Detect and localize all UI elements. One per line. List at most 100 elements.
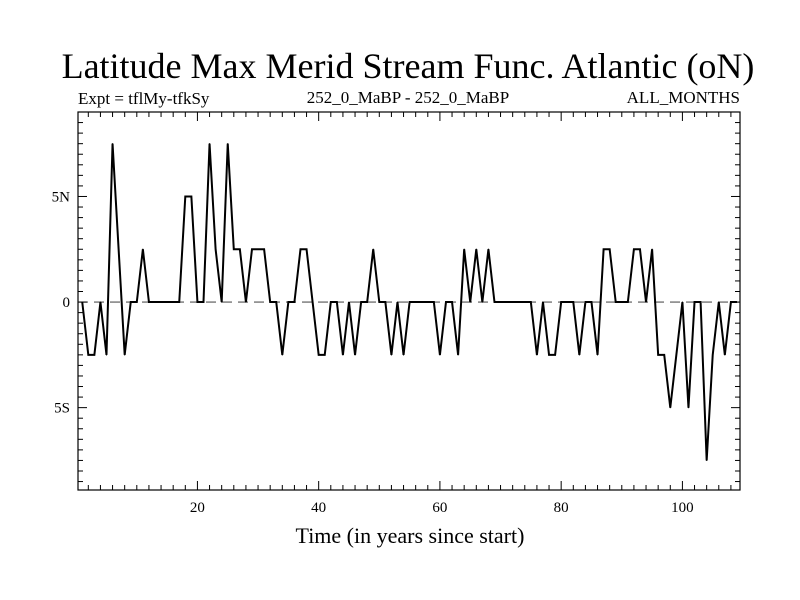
data-point xyxy=(354,354,356,356)
data-point xyxy=(372,248,374,250)
data-point xyxy=(124,354,126,356)
data-point xyxy=(451,301,453,303)
data-point xyxy=(590,301,593,303)
data-point xyxy=(615,301,617,303)
data-point xyxy=(433,301,435,303)
data-point xyxy=(681,301,684,303)
chart-title: Latitude Max Merid Stream Func. Atlantic… xyxy=(62,46,755,86)
data-point xyxy=(118,248,120,250)
data-point xyxy=(609,248,611,250)
x-tick-label: 60 xyxy=(432,500,447,516)
data-point xyxy=(305,248,308,250)
data-point xyxy=(639,248,641,250)
data-point xyxy=(221,301,223,303)
data-point xyxy=(81,301,83,303)
data-point xyxy=(663,354,665,356)
data-point xyxy=(275,301,277,303)
data-point xyxy=(487,248,490,250)
data-point xyxy=(281,354,283,356)
data-point xyxy=(415,301,417,303)
data-point xyxy=(621,301,623,303)
x-tick-label: 20 xyxy=(190,500,205,516)
data-point xyxy=(409,301,411,303)
data-point xyxy=(699,301,702,303)
data-point xyxy=(548,354,550,356)
data-point xyxy=(184,195,186,198)
data-point xyxy=(239,248,241,250)
data-point xyxy=(421,301,423,303)
data-point xyxy=(111,143,114,145)
data-point xyxy=(105,354,108,356)
data-point xyxy=(457,354,459,356)
data-point xyxy=(542,301,544,303)
data-point xyxy=(578,354,580,356)
data-point xyxy=(730,301,732,303)
x-axis-label: Time (in years since start) xyxy=(296,523,525,548)
data-point xyxy=(154,301,156,303)
subtitle-center: 252_0_MaBP - 252_0_MaBP xyxy=(307,88,509,107)
data-point xyxy=(475,248,477,250)
data-point xyxy=(233,248,235,250)
data-point xyxy=(439,354,441,356)
data-point xyxy=(402,354,405,356)
data-point xyxy=(312,301,314,303)
data-point xyxy=(693,301,696,303)
data-point xyxy=(202,301,205,303)
data-point xyxy=(554,354,556,356)
data-point xyxy=(330,301,332,303)
data-point xyxy=(251,248,253,250)
data-point xyxy=(93,354,95,356)
data-point xyxy=(148,301,150,303)
x-tick-label: 100 xyxy=(671,500,694,516)
data-point xyxy=(227,143,229,145)
data-point xyxy=(378,301,380,303)
data-point xyxy=(142,248,144,250)
data-point xyxy=(130,301,132,303)
data-point xyxy=(536,354,538,356)
data-point xyxy=(675,354,677,356)
data-point xyxy=(651,248,653,250)
data-point xyxy=(172,301,174,303)
data-point xyxy=(572,301,574,303)
data-point xyxy=(178,301,180,303)
data-point xyxy=(99,301,102,303)
plot-area: 20 40 60 80 100 5N 0 5S xyxy=(52,111,741,516)
data-point xyxy=(687,407,690,409)
data-point xyxy=(530,301,532,303)
data-point xyxy=(245,301,247,303)
data-point xyxy=(645,301,647,303)
data-point xyxy=(136,301,138,303)
data-point xyxy=(518,301,520,303)
data-point xyxy=(584,301,587,303)
y-tick-label: 5N xyxy=(52,189,71,205)
data-point xyxy=(506,301,508,303)
data-point xyxy=(257,248,259,250)
data-point xyxy=(293,301,296,303)
data-point xyxy=(269,301,271,303)
data-point xyxy=(481,301,483,303)
data-point xyxy=(208,143,211,145)
data-point xyxy=(299,248,302,250)
data-point xyxy=(627,301,629,303)
data-point xyxy=(287,301,289,303)
data-point xyxy=(499,301,502,303)
data-point xyxy=(633,248,635,250)
data-point xyxy=(524,301,526,303)
data-point xyxy=(724,354,726,356)
data-point xyxy=(318,354,320,356)
data-point xyxy=(366,301,368,303)
data-point xyxy=(427,301,429,303)
data-point xyxy=(87,354,89,356)
data-point xyxy=(190,195,192,198)
data-point xyxy=(560,301,562,303)
y-tick-label: 5S xyxy=(54,401,70,417)
data-point xyxy=(324,354,326,356)
x-tick-label: 40 xyxy=(311,500,326,516)
data-point xyxy=(160,301,162,303)
y-tick-label: 0 xyxy=(63,295,71,311)
data-point xyxy=(166,301,168,303)
data-point xyxy=(396,301,399,303)
data-point xyxy=(463,248,465,250)
data-point xyxy=(469,301,471,303)
